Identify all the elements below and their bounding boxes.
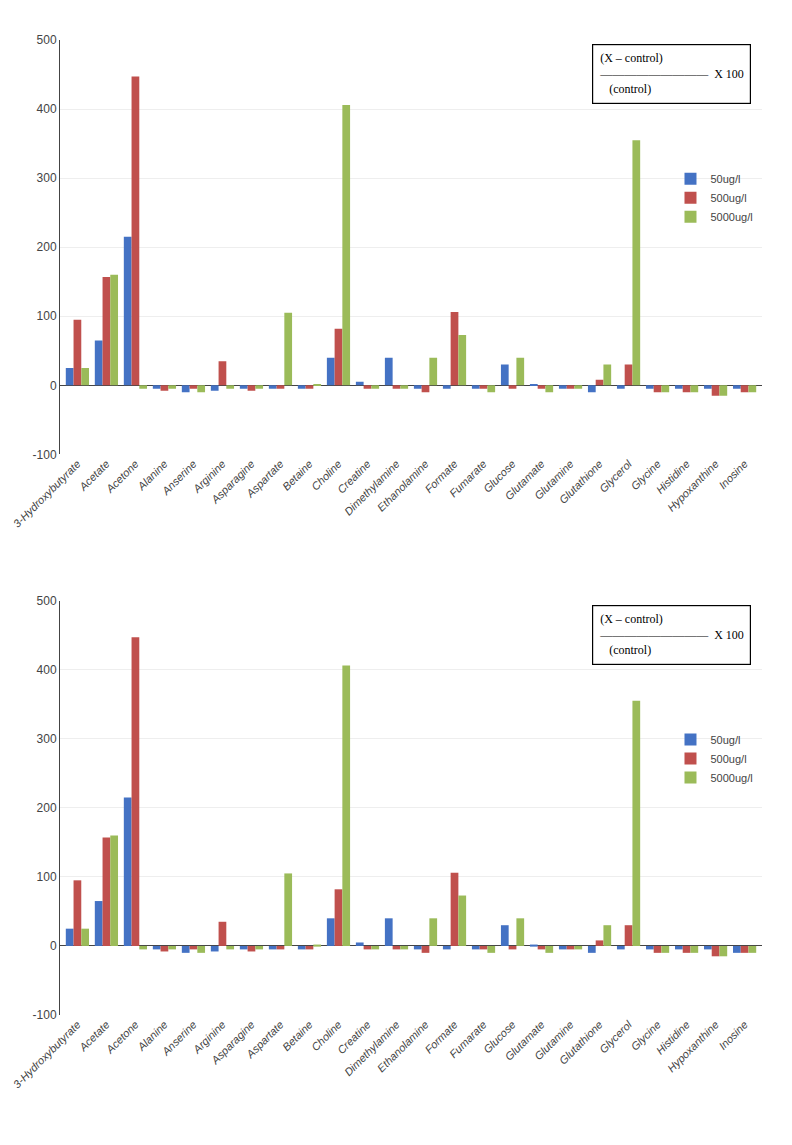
svg-text:0: 0: [50, 379, 57, 393]
svg-text:Alanine: Alanine: [135, 458, 170, 493]
svg-text:Alanine: Alanine: [135, 1018, 170, 1053]
svg-text:Inosine: Inosine: [716, 458, 750, 492]
svg-text:300: 300: [37, 732, 57, 746]
svg-text:500: 500: [37, 594, 57, 608]
svg-text:Choline: Choline: [309, 1018, 344, 1053]
svg-text:Creatine: Creatine: [335, 458, 373, 496]
svg-text:Glutamate: Glutamate: [502, 1018, 546, 1062]
svg-text:Formate: Formate: [422, 1018, 459, 1055]
svg-text:Anserine: Anserine: [159, 458, 199, 498]
svg-text:(X – control)————————— X 100: (X – control)————————— X 100 (control): [599, 51, 744, 96]
svg-text:Glycine: Glycine: [628, 1018, 662, 1052]
svg-text:Glycine: Glycine: [628, 458, 662, 492]
svg-text:Glucose: Glucose: [481, 458, 518, 495]
svg-text:Hypoxanthine: Hypoxanthine: [665, 1018, 721, 1074]
svg-text:Acetone: Acetone: [103, 1018, 141, 1056]
svg-text:Glycerol: Glycerol: [597, 457, 634, 494]
svg-text:100: 100: [37, 870, 57, 884]
svg-text:400: 400: [37, 102, 57, 116]
svg-text:Histidine: Histidine: [654, 1018, 692, 1056]
svg-text:500ug/l: 500ug/l: [710, 753, 746, 765]
svg-text:500: 500: [37, 33, 57, 47]
svg-text:500ug/l: 500ug/l: [710, 192, 746, 204]
svg-text:Inosine: Inosine: [716, 1018, 750, 1052]
svg-text:(X – control)————————— X 100: (X – control)————————— X 100 (control): [599, 612, 744, 657]
svg-text:Choline: Choline: [309, 458, 344, 493]
svg-text:Acetone: Acetone: [103, 458, 141, 496]
svg-text:Hypoxanthine: Hypoxanthine: [665, 458, 721, 514]
svg-text:Acetate: Acetate: [76, 1018, 112, 1054]
svg-text:3-Hydroxybutyrate: 3-Hydroxybutyrate: [11, 1018, 83, 1090]
svg-text:400: 400: [37, 663, 57, 677]
svg-text:Ethanolamine: Ethanolamine: [375, 458, 431, 514]
svg-text:Glutathione: Glutathione: [557, 1018, 605, 1066]
svg-text:Asparagine: Asparagine: [208, 458, 257, 507]
svg-text:Glutamine: Glutamine: [532, 458, 576, 502]
svg-text:Histidine: Histidine: [654, 458, 692, 496]
svg-text:Glucose: Glucose: [481, 1018, 518, 1055]
svg-text:-100: -100: [33, 448, 57, 462]
svg-text:Anserine: Anserine: [159, 1018, 199, 1058]
svg-text:Betaine: Betaine: [280, 1018, 315, 1053]
svg-text:Arginine: Arginine: [190, 1018, 228, 1056]
svg-text:Dimethylamine: Dimethylamine: [342, 1018, 402, 1078]
svg-text:300: 300: [37, 171, 57, 185]
svg-text:Betaine: Betaine: [280, 458, 315, 493]
svg-text:50ug/l: 50ug/l: [710, 173, 740, 185]
svg-text:Fumarate: Fumarate: [447, 1018, 489, 1060]
svg-text:Dimethylamine: Dimethylamine: [342, 458, 402, 518]
svg-text:Aspartate: Aspartate: [243, 1018, 285, 1060]
svg-text:Glutamate: Glutamate: [502, 458, 546, 502]
svg-text:200: 200: [37, 801, 57, 815]
svg-text:Aspartate: Aspartate: [243, 458, 285, 500]
svg-text:Ethanolamine: Ethanolamine: [375, 1018, 431, 1074]
svg-text:Formate: Formate: [422, 458, 459, 495]
svg-text:5000ug/l: 5000ug/l: [710, 211, 752, 223]
svg-text:5000ug/l: 5000ug/l: [710, 772, 752, 784]
svg-text:Glutamine: Glutamine: [532, 1018, 576, 1062]
svg-text:50ug/l: 50ug/l: [710, 734, 740, 746]
svg-text:Arginine: Arginine: [190, 458, 228, 496]
svg-text:200: 200: [37, 240, 57, 254]
svg-text:Glycerol: Glycerol: [597, 1018, 634, 1055]
svg-text:Acetate: Acetate: [76, 458, 112, 494]
svg-text:Asparagine: Asparagine: [208, 1018, 257, 1067]
svg-text:Glutathione: Glutathione: [557, 458, 605, 506]
svg-text:3-Hydroxybutyrate: 3-Hydroxybutyrate: [11, 458, 83, 530]
svg-text:Fumarate: Fumarate: [447, 458, 489, 500]
svg-text:Creatine: Creatine: [335, 1018, 373, 1056]
svg-text:0: 0: [50, 939, 57, 953]
svg-text:100: 100: [37, 309, 57, 323]
svg-text:-100: -100: [33, 1008, 57, 1022]
